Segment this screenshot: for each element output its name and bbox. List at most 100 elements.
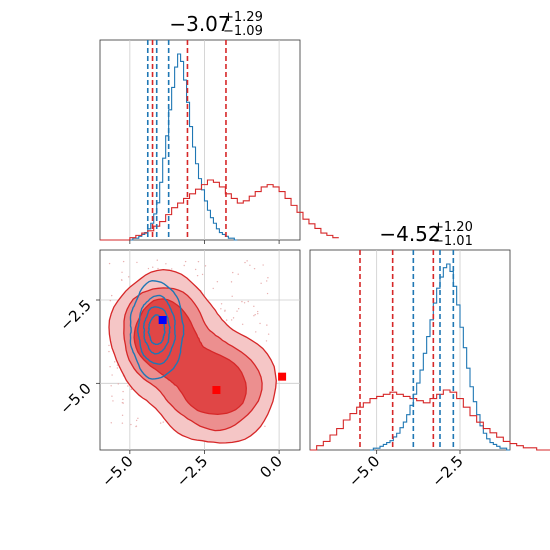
scatter-point: [232, 317, 235, 319]
scatter-point: [197, 260, 200, 263]
hist2-gridlines: [376, 250, 461, 450]
scatter-point: [253, 267, 256, 270]
scatter-point: [267, 277, 269, 279]
scatter-point: [159, 422, 162, 424]
hist-series-1: [310, 389, 550, 451]
scatter-point: [254, 313, 256, 316]
hist1-title-minus: −1.09: [223, 24, 263, 39]
hist1-quantile-lines: [146, 40, 227, 240]
scatter-point: [108, 262, 111, 265]
blue-contour-2: [143, 306, 171, 355]
hist1-series: [100, 53, 339, 241]
contour-red-levels: [108, 268, 277, 444]
scatter-point: [220, 308, 222, 310]
scatter-point: [241, 300, 243, 303]
panel-hist-param1: [99, 39, 339, 244]
scatter-point: [255, 331, 257, 333]
scatter-point: [237, 273, 239, 275]
hist2-ticks: −5.0 −2.5: [345, 450, 467, 491]
scatter-point: [162, 421, 164, 423]
scatter-point: [196, 274, 199, 277]
scatter-point: [266, 280, 268, 282]
scatter-point: [120, 279, 123, 281]
scatter-point: [267, 333, 270, 335]
scatter-point: [130, 388, 132, 391]
hist2-title-value: −4.52: [379, 222, 440, 246]
hist2-title: −4.52: [379, 222, 440, 246]
scatter-point: [114, 361, 116, 363]
scatter-point: [183, 264, 185, 267]
scatter-point: [247, 300, 249, 303]
scatter-point: [111, 374, 113, 376]
scatter-point: [253, 305, 255, 308]
red-marker-outlier-0: [278, 372, 287, 381]
scatter-point: [259, 322, 261, 325]
scatter-point: [137, 417, 139, 420]
scatter-point: [224, 310, 226, 312]
scatter-point: [236, 310, 238, 312]
scatter-point: [232, 271, 234, 274]
scatter-point: [128, 276, 130, 278]
contour-markers: [158, 316, 287, 394]
scatter-point: [266, 324, 268, 326]
scatter-point: [237, 308, 240, 310]
contour-y-tick-label-0: −2.5: [56, 296, 94, 334]
scatter-point: [108, 344, 110, 347]
scatter-point: [165, 263, 167, 265]
contour-x-tick-label-0: −5.0: [98, 452, 136, 490]
scatter-point: [201, 273, 204, 276]
scatter-point: [108, 350, 110, 353]
panel-2d-contour: −5.0 −2.5 0.0 −2.5 −5.0: [56, 249, 301, 491]
scatter-point: [121, 401, 124, 404]
contour-x-tick-label-1: −2.5: [173, 452, 211, 490]
scatter-point: [256, 310, 259, 313]
scatter-point: [253, 315, 255, 317]
blue-contour-1: [137, 294, 177, 365]
scatter-point: [216, 281, 219, 283]
scatter-point: [184, 260, 187, 263]
scatter-point: [111, 395, 113, 397]
contour-blue-levels: [129, 279, 185, 380]
scatter-point: [121, 414, 124, 416]
blue-contour-0: [129, 279, 185, 380]
blue-marker: [158, 316, 167, 324]
scatter-point: [135, 419, 138, 422]
hist1-gridlines: [129, 40, 280, 240]
scatter-point: [122, 398, 124, 401]
red-marker-inner: [212, 386, 221, 394]
scatter-point: [152, 266, 154, 268]
scatter-point: [244, 261, 246, 264]
scatter-point: [246, 260, 248, 262]
scatter-point: [109, 299, 112, 302]
hist2-quantile-lines: [359, 250, 455, 450]
scatter-point: [116, 367, 119, 369]
scatter-point: [194, 268, 197, 271]
scatter-point: [171, 268, 173, 270]
contour-x-tick-label-2: 0.0: [256, 452, 286, 482]
scatter-point: [266, 292, 269, 295]
scatter-point: [225, 319, 228, 321]
x-tick-label-0: −5.0: [345, 452, 383, 490]
hist1-title-value: −3.07: [169, 12, 230, 36]
scatter-point: [112, 400, 114, 402]
scatter-point: [121, 271, 123, 273]
scatter-point: [260, 282, 262, 284]
scatter-point: [127, 385, 129, 387]
scatter-point: [257, 312, 259, 315]
scatter-point: [262, 264, 264, 266]
scatter-point: [135, 425, 138, 427]
hist-series-0: [129, 53, 238, 241]
scatter-point: [147, 267, 150, 270]
scatter-point: [122, 390, 124, 393]
scatter-point: [220, 303, 223, 305]
scatter-point: [204, 265, 207, 267]
scatter-point: [243, 302, 246, 304]
scatter-point: [110, 422, 112, 424]
scatter-point: [265, 340, 268, 342]
scatter-point: [117, 383, 119, 385]
x-tick-label-1: −2.5: [428, 452, 466, 490]
hist-series-1: [100, 179, 339, 241]
scatter-point: [264, 425, 266, 428]
scatter-point: [111, 294, 113, 297]
